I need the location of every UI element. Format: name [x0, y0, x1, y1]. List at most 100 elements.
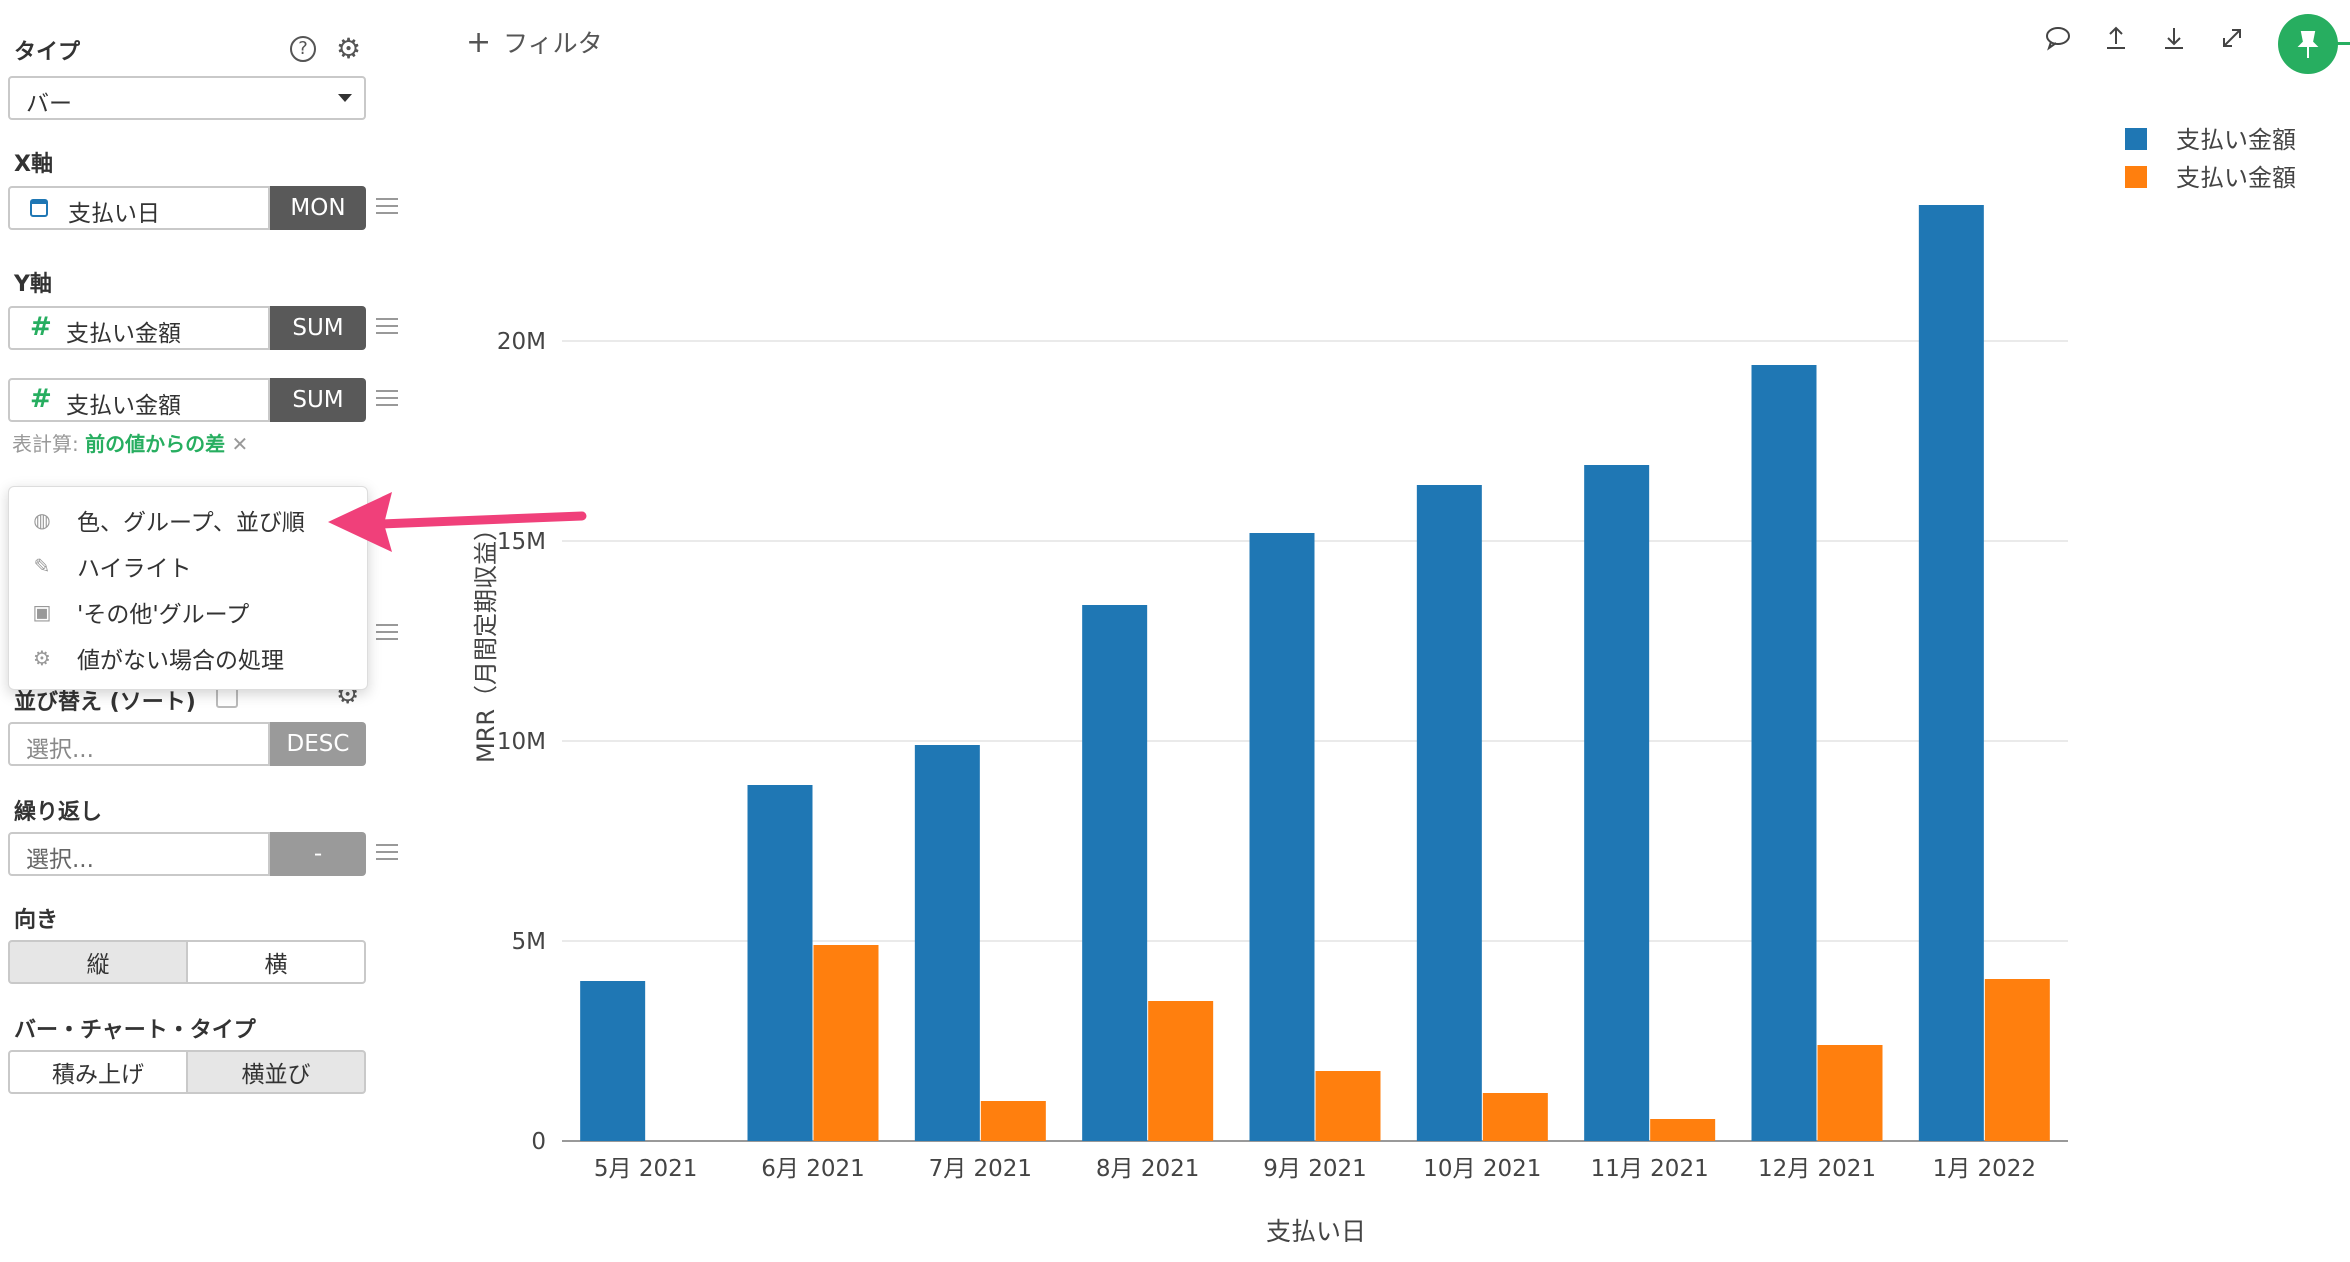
y-tick-label: 5M	[512, 929, 546, 955]
x-tick-label: 5月 2021	[594, 1156, 697, 1182]
x-tick-label: 6月 2021	[761, 1156, 864, 1182]
close-icon[interactable]: ✕	[231, 432, 249, 456]
legend-label-1[interactable]: 支払い金額	[2176, 126, 2296, 154]
y-field-name-2: 支払い金額	[66, 393, 181, 419]
pin-icon	[2297, 31, 2319, 58]
legend-label-2[interactable]: 支払い金額	[2176, 164, 2296, 192]
y-tick-label: 20M	[497, 329, 546, 355]
repeat-value-button[interactable]: -	[270, 832, 366, 876]
type-select-value: バー	[26, 91, 72, 117]
group-icon: ▣	[32, 600, 52, 624]
settings-gear-icon[interactable]: ⚙	[336, 32, 362, 65]
bar-blue	[1082, 605, 1148, 1141]
number-hash-icon: #	[30, 384, 52, 414]
bar-orange	[1650, 1119, 1716, 1141]
y-tick-label: 10M	[497, 729, 546, 755]
y-agg-button-1[interactable]: SUM	[270, 306, 366, 350]
bar-orange	[813, 945, 879, 1141]
repeat-placeholder: 選択...	[26, 847, 94, 873]
repeat-label: 繰り返し	[14, 800, 103, 825]
chevron-down-icon	[338, 94, 352, 102]
orientation-label: 向き	[14, 908, 59, 933]
orientation-vertical[interactable]: 縦	[8, 940, 188, 984]
y-axis-label: Y軸	[14, 272, 52, 297]
sort-placeholder: 選択...	[26, 737, 94, 763]
bar-blue	[1918, 205, 1984, 1141]
menu-item-other-group[interactable]: ▣ 'その他'グループ	[9, 589, 367, 635]
bar-blue	[1416, 485, 1482, 1141]
x-tick-label: 9月 2021	[1263, 1156, 1366, 1182]
x-field-name: 支払い日	[68, 201, 160, 227]
bar-orange	[980, 1101, 1046, 1141]
pencil-icon: ✎	[33, 554, 51, 578]
x-axis-label: X軸	[14, 152, 53, 177]
y-tick-label: 0	[531, 1129, 546, 1155]
y-field-name-1: 支払い金額	[66, 321, 181, 347]
menu-item-label: 色、グループ、並び順	[77, 510, 305, 536]
x-field-pill[interactable]: 支払い日	[8, 186, 270, 230]
x-agg-button[interactable]: MON	[270, 186, 366, 230]
help-icon[interactable]: ?	[290, 36, 316, 62]
bar-blue	[1584, 465, 1650, 1141]
menu-item-label: ハイライト	[77, 556, 192, 582]
bar-blue	[1249, 533, 1315, 1141]
bar-blue	[1751, 365, 1817, 1141]
y-field-pill-1[interactable]: # 支払い金額	[8, 306, 270, 350]
menu-item-label: 値がない場合の処理	[77, 648, 284, 674]
sort-direction-button[interactable]: DESC	[270, 722, 366, 766]
download-icon[interactable]	[2154, 24, 2194, 64]
pin-button[interactable]	[2278, 14, 2338, 74]
plus-icon: +	[466, 25, 492, 60]
bar-orange	[1315, 1071, 1381, 1141]
menu-item-label: 'その他'グループ	[77, 602, 250, 628]
expand-icon[interactable]	[2212, 24, 2252, 64]
type-select[interactable]: バー	[8, 76, 366, 120]
upload-icon[interactable]	[2096, 24, 2136, 64]
annotation-arrow	[328, 492, 587, 552]
legend-swatch-orange[interactable]	[2125, 166, 2147, 188]
repeat-select[interactable]: 選択...	[8, 832, 270, 876]
drag-handle-icon[interactable]	[376, 318, 398, 339]
x-tick-label: 1月 2022	[1933, 1156, 2036, 1182]
drag-handle-icon[interactable]	[376, 844, 398, 865]
legend-swatch-blue[interactable]	[2125, 128, 2147, 150]
x-tick-label: 7月 2021	[929, 1156, 1032, 1182]
table-calc-row: 表計算: 前の値からの差 ✕	[12, 428, 248, 457]
filter-label: フィルタ	[503, 29, 603, 58]
chart-options-menu: ◍ 色、グループ、並び順 ✎ ハイライト ▣ 'その他'グループ ⚙ 値がない場…	[8, 486, 368, 690]
bar-orange	[1817, 1045, 1883, 1141]
menu-item-missing-values[interactable]: ⚙ 値がない場合の処理	[9, 635, 367, 681]
bar-blue	[747, 785, 813, 1141]
drag-handle-icon[interactable]	[376, 624, 398, 645]
bar-type-side-by-side[interactable]: 横並び	[186, 1050, 366, 1094]
y-tick-label: 15M	[497, 529, 546, 555]
drag-handle-icon[interactable]	[376, 390, 398, 411]
x-tick-label: 10月 2021	[1423, 1156, 1541, 1182]
sort-select[interactable]: 選択...	[8, 722, 270, 766]
bar-blue	[580, 981, 646, 1141]
comment-icon[interactable]	[2038, 24, 2078, 64]
sort-label: 並び替え (ソート)	[14, 690, 196, 715]
add-filter-button[interactable]: + フィルタ	[466, 24, 603, 60]
drag-handle-icon[interactable]	[376, 198, 398, 219]
legend: 支払い金額 支払い金額	[2125, 126, 2296, 192]
bar-type-label: バー・チャート・タイプ	[14, 1018, 256, 1043]
gear-icon: ⚙	[33, 646, 51, 670]
y-agg-button-2[interactable]: SUM	[270, 378, 366, 422]
bar-blue	[914, 745, 980, 1141]
y-axis-title: MRR（月間定期収益）	[472, 517, 500, 763]
palette-icon: ◍	[33, 508, 51, 532]
y-field-pill-2[interactable]: # 支払い金額	[8, 378, 270, 422]
table-calc-prefix: 表計算:	[12, 432, 79, 456]
x-tick-label: 8月 2021	[1096, 1156, 1199, 1182]
menu-item-color-group-order[interactable]: ◍ 色、グループ、並び順	[9, 497, 367, 543]
number-hash-icon: #	[30, 312, 52, 342]
orientation-horizontal[interactable]: 横	[186, 940, 366, 984]
menu-item-highlight[interactable]: ✎ ハイライト	[9, 543, 367, 589]
type-label: タイプ	[14, 40, 81, 65]
bar-orange	[1984, 979, 2050, 1141]
bar-type-stacked[interactable]: 積み上げ	[8, 1050, 188, 1094]
x-tick-label: 12月 2021	[1758, 1156, 1876, 1182]
table-calc-value[interactable]: 前の値からの差	[85, 432, 226, 456]
